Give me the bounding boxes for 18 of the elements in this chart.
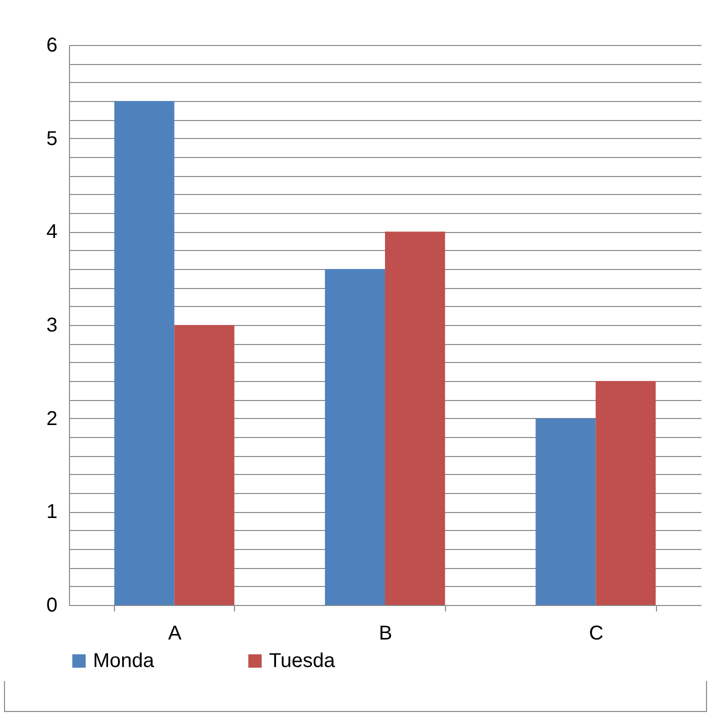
y-tick-label: 5 [46,128,58,150]
y-tick-label: 3 [46,314,58,336]
bar [596,381,656,605]
bar [324,269,385,605]
y-tick-label: 4 [46,221,58,244]
legend-label: Monda [93,650,156,672]
legend-label: Tuesda [269,650,336,672]
bar [385,232,446,605]
x-tick-label: C [588,622,604,644]
bar [174,325,234,605]
y-tick-label: 6 [46,34,58,56]
y-tick-label: 2 [46,408,58,430]
bar [114,101,174,605]
x-tick-label: A [168,622,182,644]
y-tick-label: 0 [46,594,58,616]
x-tick-label: B [378,622,392,644]
bar [536,418,596,605]
y-tick-label: 1 [46,501,58,524]
